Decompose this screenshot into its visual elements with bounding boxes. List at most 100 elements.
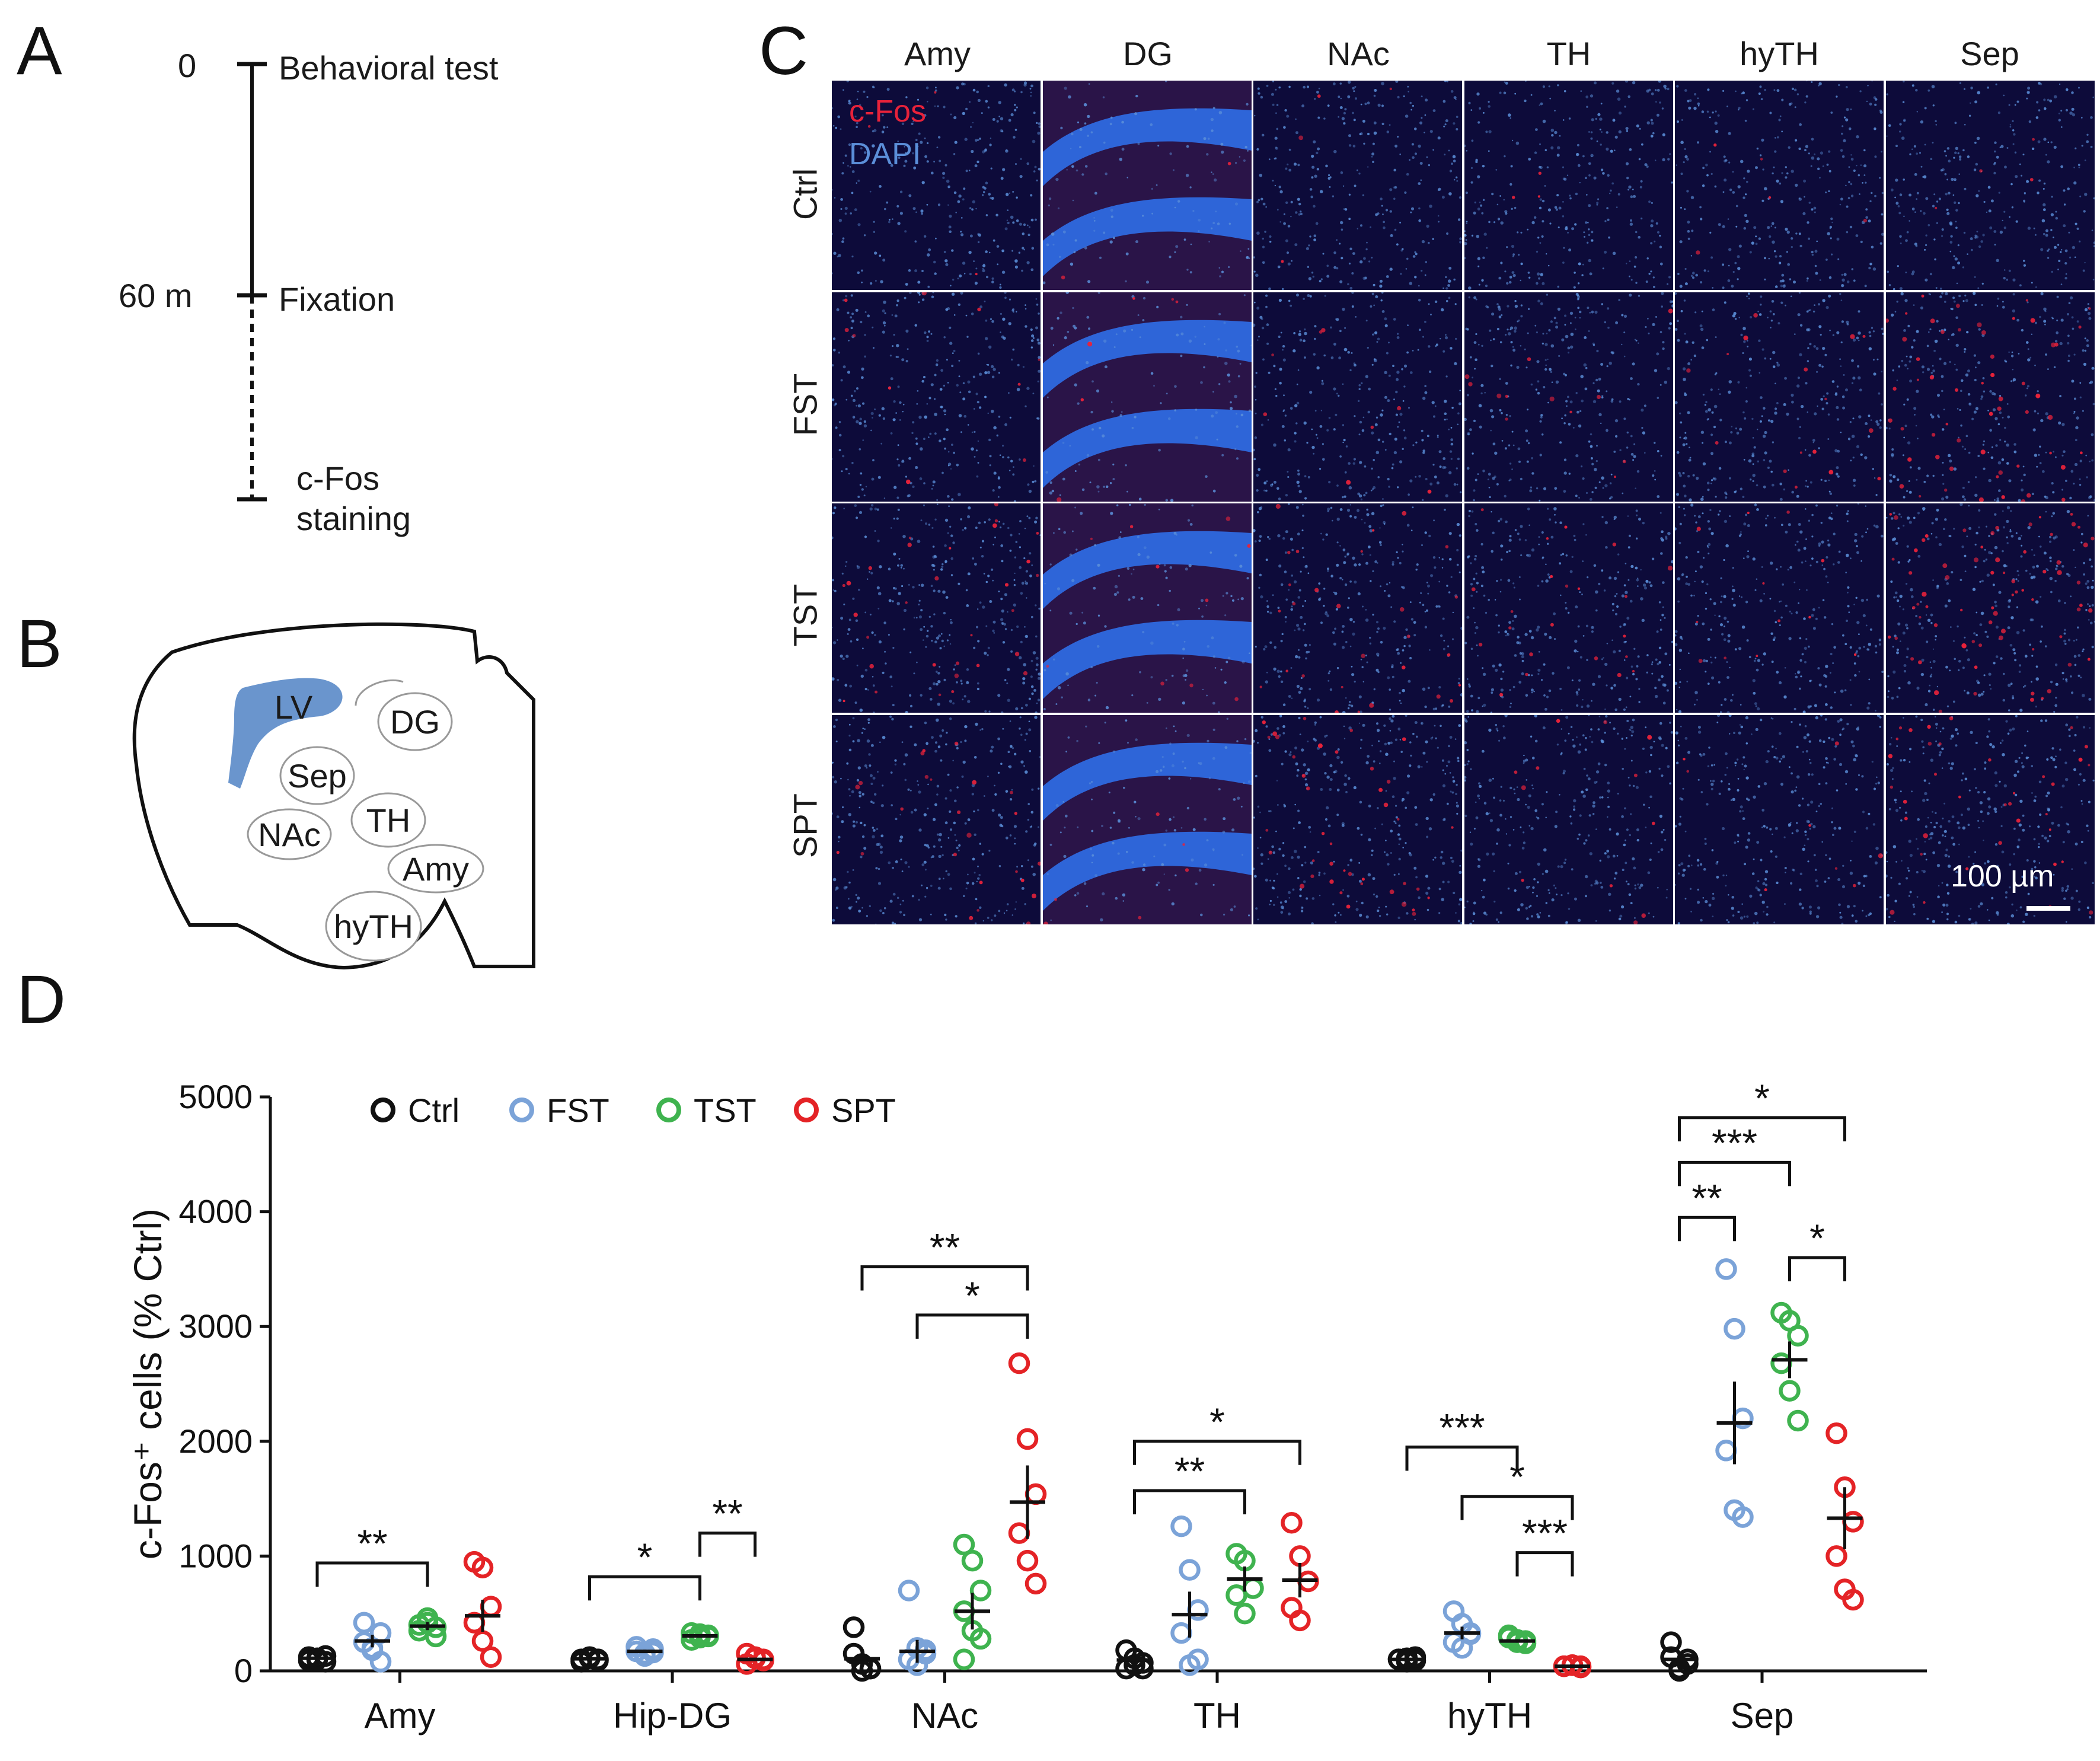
data-point-spt	[1825, 1545, 1847, 1567]
micrograph-grid	[832, 81, 2095, 925]
data-point-ctrl	[842, 1616, 865, 1638]
micrograph-ctrl-dg	[1042, 81, 1252, 290]
timeline-step-staining-1: c-Fos	[296, 460, 379, 497]
data-point-fst	[1187, 1648, 1209, 1670]
timeline-step-fixation: Fixation	[279, 280, 395, 318]
data-point-fst	[353, 1612, 375, 1634]
data-point-spt	[480, 1646, 502, 1669]
data-point-tst	[1787, 1325, 1809, 1347]
micrograph-ctrl-hyth	[1675, 81, 1884, 290]
x-tick-label: Sep	[1731, 1696, 1794, 1736]
data-point-tst	[1787, 1409, 1809, 1432]
lv-shape	[228, 678, 343, 789]
significance-bracket	[1678, 1160, 1791, 1186]
micrograph-fst-amy	[832, 292, 1041, 502]
significance-label: **	[712, 1492, 742, 1536]
legend-label-fst: FST	[547, 1092, 609, 1129]
timeline-step-staining-2: staining	[296, 500, 411, 537]
significance-bracket	[1133, 1489, 1246, 1515]
data-point-spt	[1025, 1483, 1047, 1505]
significance-label: **	[357, 1521, 387, 1565]
significance-label: *	[1209, 1400, 1225, 1444]
y-tick-label: 0	[234, 1652, 253, 1689]
significance-bracket	[1460, 1495, 1574, 1520]
data-point-spt	[471, 1630, 494, 1652]
timeline-diagram	[237, 62, 267, 502]
micrograph-tst-amy	[832, 503, 1041, 713]
timeline-time-60: 60 m	[119, 277, 193, 314]
legend-marker-ctrl	[371, 1098, 395, 1122]
data-point-fst	[1724, 1317, 1745, 1340]
micrograph-row-fst: FST	[786, 373, 824, 436]
significance-label: *	[637, 1535, 653, 1579]
brain-label-hyth: hyTH	[334, 908, 413, 945]
brain-schematic: LV DG Sep NAc TH Amy hyTH	[132, 622, 535, 970]
region-th-ellipse	[350, 792, 426, 848]
micrograph-fst-nac	[1253, 292, 1462, 502]
data-point-fst	[1732, 1506, 1754, 1528]
region-amy-ellipse	[387, 844, 484, 894]
data-point-tst	[1234, 1602, 1256, 1625]
brain-label-sep: Sep	[288, 757, 347, 795]
significance-bracket	[315, 1561, 429, 1587]
data-point-tst	[969, 1580, 992, 1602]
x-tick-label: TH	[1193, 1696, 1241, 1736]
panel-label-a: A	[17, 13, 62, 89]
significance-label: ***	[1712, 1121, 1757, 1165]
micrograph-ctrl-sep	[1885, 81, 2095, 290]
data-point-spt	[1025, 1572, 1047, 1595]
legend-label-ctrl: Ctrl	[408, 1092, 459, 1129]
significance-label: **	[930, 1226, 960, 1269]
micrograph-legend-dapi: DAPI	[849, 137, 921, 171]
data-point-fst	[898, 1580, 920, 1602]
micrograph-ctrl-amy	[832, 81, 1041, 290]
significance-bracket	[860, 1265, 1029, 1291]
data-point-ctrl	[1404, 1646, 1426, 1669]
data-point-tst	[969, 1628, 992, 1650]
x-tick-label: Hip-DG	[613, 1696, 732, 1736]
data-point-tst	[1779, 1380, 1801, 1402]
legend-label-tst: TST	[694, 1092, 757, 1129]
timeline-time-0: 0	[178, 47, 197, 84]
micrograph-tst-nac	[1253, 503, 1462, 713]
micrograph-fst-dg	[1042, 292, 1252, 502]
micrograph-legend-cfos: c-Fos	[849, 94, 926, 129]
micrograph-spt-sep	[1885, 714, 2095, 924]
panel-label-c: C	[759, 13, 809, 89]
micrograph-column-nac: NAc	[1327, 35, 1390, 72]
region-hyth-ellipse	[325, 891, 422, 962]
significance-bracket	[698, 1532, 757, 1557]
data-point-spt	[1016, 1428, 1039, 1450]
data-point-fst	[369, 1622, 392, 1644]
data-point-spt	[471, 1556, 494, 1579]
legend-marker-fst	[509, 1098, 534, 1122]
x-tick-label: NAc	[911, 1696, 978, 1736]
significance-bracket	[1515, 1551, 1574, 1577]
data-point-spt	[1016, 1549, 1039, 1572]
legend-label-spt: SPT	[831, 1092, 896, 1129]
data-point-spt	[1281, 1512, 1303, 1534]
micrograph-column-amy: Amy	[904, 35, 971, 72]
legend-marker-spt	[794, 1098, 819, 1122]
micrograph-row-ctrl: Ctrl	[786, 168, 824, 221]
micrograph-ctrl-th	[1464, 81, 1673, 290]
chart-points	[298, 1258, 1864, 1682]
x-tick-label: Amy	[365, 1696, 436, 1736]
micrograph-spt-th	[1464, 714, 1673, 924]
data-point-tst	[961, 1549, 984, 1572]
significance-label: ***	[1522, 1511, 1568, 1555]
data-point-spt	[1008, 1352, 1030, 1374]
chart-legend: Ctrl FST TST SPT	[371, 1092, 896, 1129]
data-point-fst	[1170, 1515, 1192, 1537]
significance-label: *	[1509, 1455, 1525, 1499]
data-point-spt	[1289, 1545, 1311, 1567]
micrograph-tst-th	[1464, 503, 1673, 713]
significance-label: *	[1754, 1076, 1770, 1120]
data-point-spt	[1842, 1511, 1864, 1533]
data-point-spt	[1842, 1588, 1864, 1611]
data-point-fst	[1179, 1559, 1201, 1581]
y-tick-label: 5000	[178, 1078, 253, 1115]
significance-label: ***	[1439, 1405, 1485, 1449]
significance-bracket	[1405, 1445, 1519, 1471]
legend-marker-tst	[656, 1098, 681, 1122]
